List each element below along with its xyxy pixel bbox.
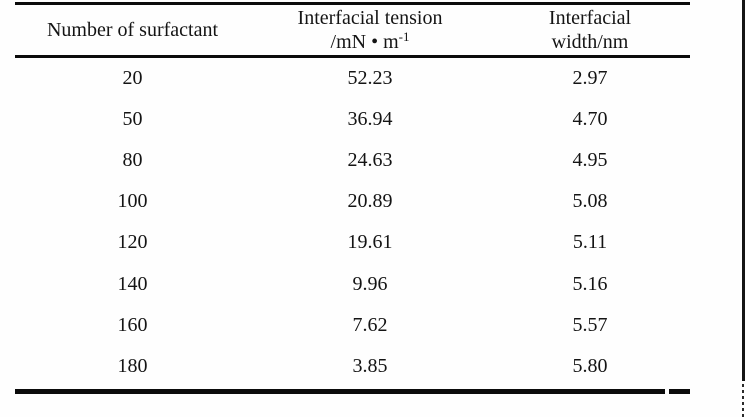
table-row: 20 52.23 2.97 (15, 58, 690, 99)
cell-tension: 20.89 (347, 190, 393, 213)
cell-tension: 3.85 (352, 354, 388, 377)
cell-width: 4.95 (572, 149, 608, 172)
cell-width: 2.97 (572, 67, 608, 90)
table-header-rule (15, 55, 690, 58)
table-bottom-rule-dash (669, 389, 690, 394)
table-row: 160 7.62 5.57 (15, 305, 690, 346)
table-top-rule (15, 2, 690, 5)
table-row: 100 20.89 5.08 (15, 181, 690, 222)
cell-width: 5.11 (572, 231, 608, 254)
cell-width: 5.08 (572, 190, 608, 213)
table-row: 80 24.63 4.95 (15, 140, 690, 181)
cell-tension: 19.61 (347, 231, 393, 254)
table-row: 140 9.96 5.16 (15, 263, 690, 304)
table-header-row: Number of surfactant Interfacial tension… (15, 5, 690, 55)
cell-surfactant: 180 (117, 354, 148, 377)
header-col2-unit-exponent: -1 (398, 29, 410, 44)
header-interfacial-tension: Interfacial tension /mN • m-1 (250, 5, 490, 55)
table-bottom-rule (15, 389, 665, 394)
header-col2-unit: /mN • m-1 (331, 30, 410, 54)
cell-surfactant: 140 (117, 272, 148, 295)
header-col1-label: Number of surfactant (46, 19, 219, 41)
page-edge-artifact-dots (742, 384, 744, 417)
cell-width: 5.16 (572, 272, 608, 295)
cell-surfactant: 20 (122, 67, 143, 90)
header-col3-line1: Interfacial (548, 7, 632, 29)
header-col2-line1: Interfacial tension (297, 7, 443, 29)
cell-tension: 36.94 (347, 108, 393, 131)
cell-surfactant: 50 (122, 108, 143, 131)
cell-surfactant: 100 (117, 190, 148, 213)
page-edge-artifact-line (742, 0, 745, 381)
header-number-of-surfactant: Number of surfactant (15, 5, 250, 55)
table-row: 180 3.85 5.80 (15, 346, 690, 387)
cell-width: 5.80 (572, 354, 608, 377)
cell-surfactant: 120 (117, 231, 148, 254)
cell-tension: 7.62 (352, 313, 388, 336)
table-row: 50 36.94 4.70 (15, 99, 690, 140)
header-col2-unit-prefix: /mN • m (330, 31, 399, 53)
table-body: 20 52.23 2.97 50 36.94 4.70 80 24.63 4.9… (15, 58, 690, 387)
cell-surfactant: 160 (117, 313, 148, 336)
cell-tension: 24.63 (347, 149, 393, 172)
cell-width: 4.70 (572, 108, 608, 131)
header-col3-line2: width/nm (551, 31, 629, 53)
header-interfacial-width: Interfacial width/nm (490, 5, 690, 55)
table-row: 120 19.61 5.11 (15, 222, 690, 263)
cell-surfactant: 80 (122, 149, 143, 172)
cell-width: 5.57 (572, 313, 608, 336)
cell-tension: 9.96 (352, 272, 388, 295)
cell-tension: 52.23 (347, 67, 393, 90)
